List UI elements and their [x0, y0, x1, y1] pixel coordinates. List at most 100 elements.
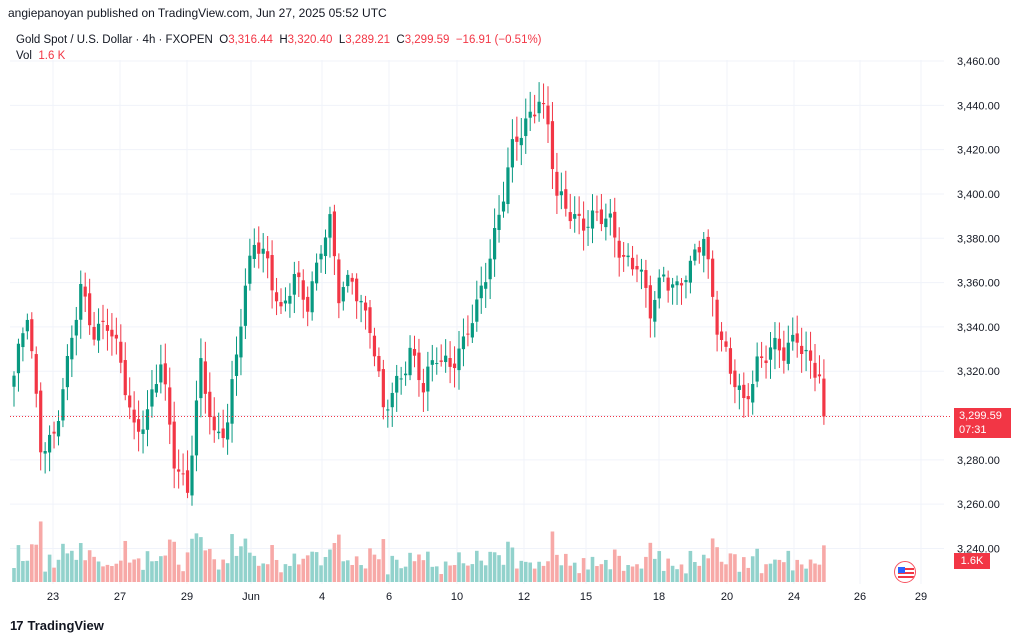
candle-body [181, 473, 185, 475]
volume-bar [546, 561, 550, 582]
volume-bar [483, 565, 488, 582]
candle-body [274, 292, 279, 302]
candle-body [626, 255, 630, 258]
candle-body [493, 228, 497, 260]
volume-bar [386, 574, 390, 582]
candle-body [297, 272, 301, 278]
candle-body [319, 253, 323, 260]
candle-body [377, 355, 381, 372]
candle-body [671, 284, 675, 288]
volume-bar [270, 545, 274, 582]
candle-body [79, 284, 83, 320]
candle-body [684, 280, 688, 283]
candle-body [412, 348, 417, 356]
candle-body [194, 400, 199, 456]
candle-body [595, 211, 599, 213]
low-value: 3,289.21 [345, 34, 390, 46]
candle-body [386, 409, 390, 411]
volume-bar [350, 564, 354, 582]
candle-body [564, 189, 568, 209]
volume-bar [283, 564, 288, 582]
volume-bar [657, 551, 662, 582]
candle-body [88, 293, 92, 326]
low-label: L [338, 34, 346, 46]
candle-body [435, 363, 439, 365]
volume-bar [653, 558, 657, 582]
volume-bar [252, 555, 257, 582]
volume-bar [786, 550, 791, 582]
candle-body [105, 325, 110, 331]
flag-icon[interactable] [894, 561, 916, 583]
vol-label[interactable]: Vol [16, 50, 32, 62]
volume-bar [74, 559, 79, 582]
candle-body [613, 211, 617, 238]
volume-bar [314, 552, 319, 582]
volume-bar [764, 564, 768, 582]
high-label: H [279, 34, 288, 46]
volume-bar [323, 556, 328, 582]
candle-body [168, 387, 172, 425]
volume-bar [297, 564, 301, 582]
candle-body [395, 375, 399, 393]
candle-body [332, 211, 336, 257]
candle-body [230, 379, 234, 424]
time-tick-label: 15 [580, 591, 592, 603]
volume-bar [568, 565, 573, 582]
volume-bar [363, 568, 368, 582]
price-tick-label: 3,280.00 [957, 455, 1000, 467]
candle-body [203, 361, 207, 394]
candle-body [706, 236, 710, 260]
candle-body [292, 274, 296, 295]
candlestick-series [12, 82, 826, 506]
candle-body [145, 409, 150, 430]
volume-bar [492, 552, 497, 582]
candle-body [693, 249, 697, 261]
volume-bar [443, 561, 448, 582]
candle-body [590, 210, 595, 229]
footer-brand[interactable]: 17 TradingView [10, 618, 104, 633]
candle-body [43, 451, 47, 454]
time-tick-label: 18 [653, 591, 665, 603]
candle-body [150, 389, 154, 407]
candle-body [408, 347, 412, 376]
candle-body [791, 334, 795, 342]
volume-bar [630, 566, 635, 582]
candle-body [381, 369, 385, 408]
volume-bar [394, 559, 399, 582]
candle-body [426, 366, 430, 392]
candle-body [577, 213, 581, 216]
volume-bar [817, 564, 822, 582]
volume-bar [92, 556, 96, 582]
time-tick-label: Jun [242, 591, 260, 603]
candle-body [177, 469, 181, 472]
volume-bar [150, 561, 154, 582]
candle-body [239, 326, 243, 358]
volume-bar [452, 565, 457, 582]
candle-body [653, 299, 657, 322]
candle-body [61, 389, 65, 421]
volume-bar [163, 555, 168, 582]
candle-body [25, 319, 29, 332]
candle-body [154, 384, 158, 393]
volume-bar [43, 571, 47, 582]
candle-body [679, 283, 684, 286]
volume-bar [506, 541, 510, 582]
candle-body [172, 421, 176, 469]
symbol-name[interactable]: Gold Spot / U.S. Dollar · 4h · FXOPEN [16, 34, 213, 46]
candle-body [644, 270, 648, 288]
volume-bar [181, 571, 185, 582]
volume-bar [532, 568, 537, 582]
volume-bar [61, 543, 65, 582]
volume-bar [123, 540, 128, 582]
volume-bar [87, 550, 92, 582]
candle-body [528, 111, 532, 118]
candle-body [252, 244, 256, 259]
candle-body [34, 354, 38, 394]
candle-body [666, 277, 670, 291]
volume-bar [470, 564, 475, 582]
volume-bar [550, 531, 555, 582]
volume-bar [488, 551, 492, 582]
volume-badge: 1.6K [954, 553, 990, 569]
volume-bar [688, 550, 693, 582]
